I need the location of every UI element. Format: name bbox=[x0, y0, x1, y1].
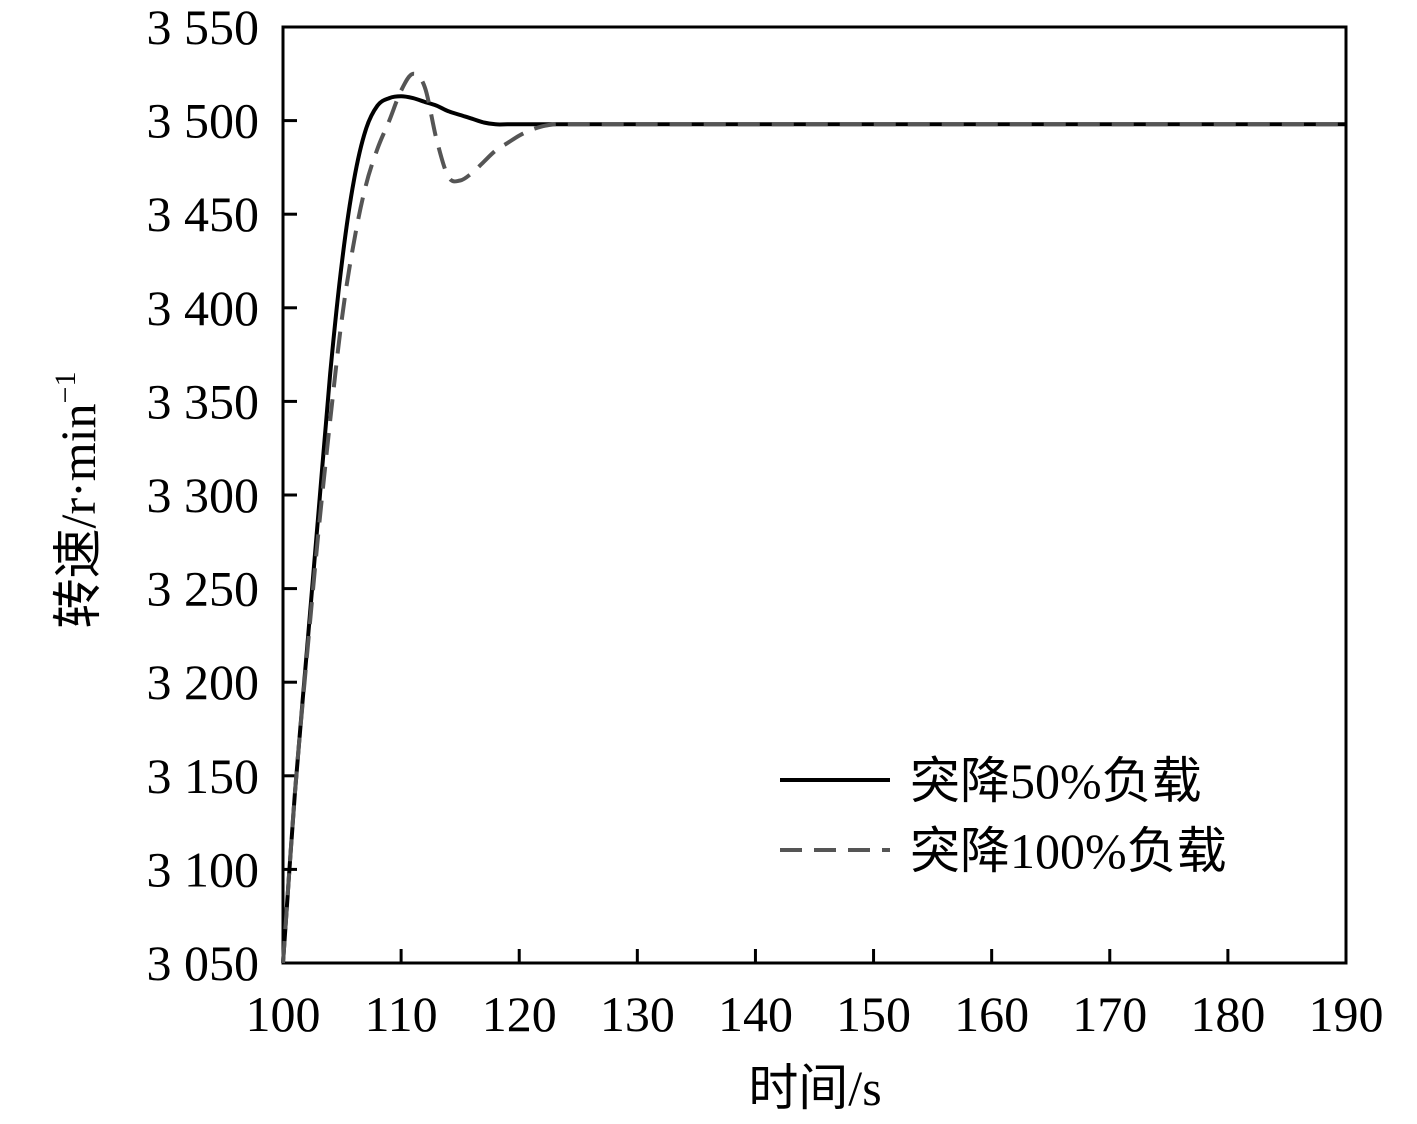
y-tick-label: 3 150 bbox=[147, 748, 260, 804]
x-tick-label: 170 bbox=[1072, 986, 1147, 1042]
x-tick-label: 180 bbox=[1190, 986, 1265, 1042]
x-tick-label: 140 bbox=[718, 986, 793, 1042]
x-tick-label: 130 bbox=[600, 986, 675, 1042]
legend-label-2: 突降100%负载 bbox=[910, 823, 1227, 879]
y-tick-label: 3 050 bbox=[147, 935, 260, 991]
y-tick-label: 3 350 bbox=[147, 373, 260, 429]
x-tick-label: 100 bbox=[246, 986, 321, 1042]
x-tick-label: 120 bbox=[482, 986, 557, 1042]
y-tick-label: 3 500 bbox=[147, 93, 260, 149]
series-layer bbox=[281, 71, 1346, 964]
y-tick-label: 3 250 bbox=[147, 561, 260, 617]
y-axis-title-superscript: −1 bbox=[49, 372, 82, 404]
y-tick-label: 3 550 bbox=[147, 0, 260, 55]
x-tick-label: 150 bbox=[836, 986, 911, 1042]
x-axis-title: 时间/s bbox=[748, 1060, 881, 1116]
legend-label-1: 突降50%负载 bbox=[910, 753, 1202, 809]
x-tick-label: 110 bbox=[365, 986, 438, 1042]
y-axis-title-main: 转速/r·min bbox=[50, 403, 106, 628]
y-axis-ticks: 3 050 3 100 3 150 3 200 3 250 3 300 3 350 3 400… bbox=[147, 0, 297, 991]
y-tick-label: 3 200 bbox=[147, 654, 260, 710]
x-tick-label: 160 bbox=[954, 986, 1029, 1042]
y-tick-label: 3 100 bbox=[147, 841, 260, 897]
x-axis-ticks: 100 110 120 130 140 150 160 170 180 190 bbox=[246, 949, 1384, 1042]
series-line-1 bbox=[281, 94, 1346, 964]
x-tick-label: 190 bbox=[1309, 986, 1384, 1042]
y-axis-title: 转速/r·min−1 bbox=[49, 372, 106, 629]
y-tick-label: 3 450 bbox=[147, 186, 260, 242]
y-tick-label: 3 300 bbox=[147, 467, 260, 523]
y-tick-label: 3 400 bbox=[147, 280, 260, 336]
